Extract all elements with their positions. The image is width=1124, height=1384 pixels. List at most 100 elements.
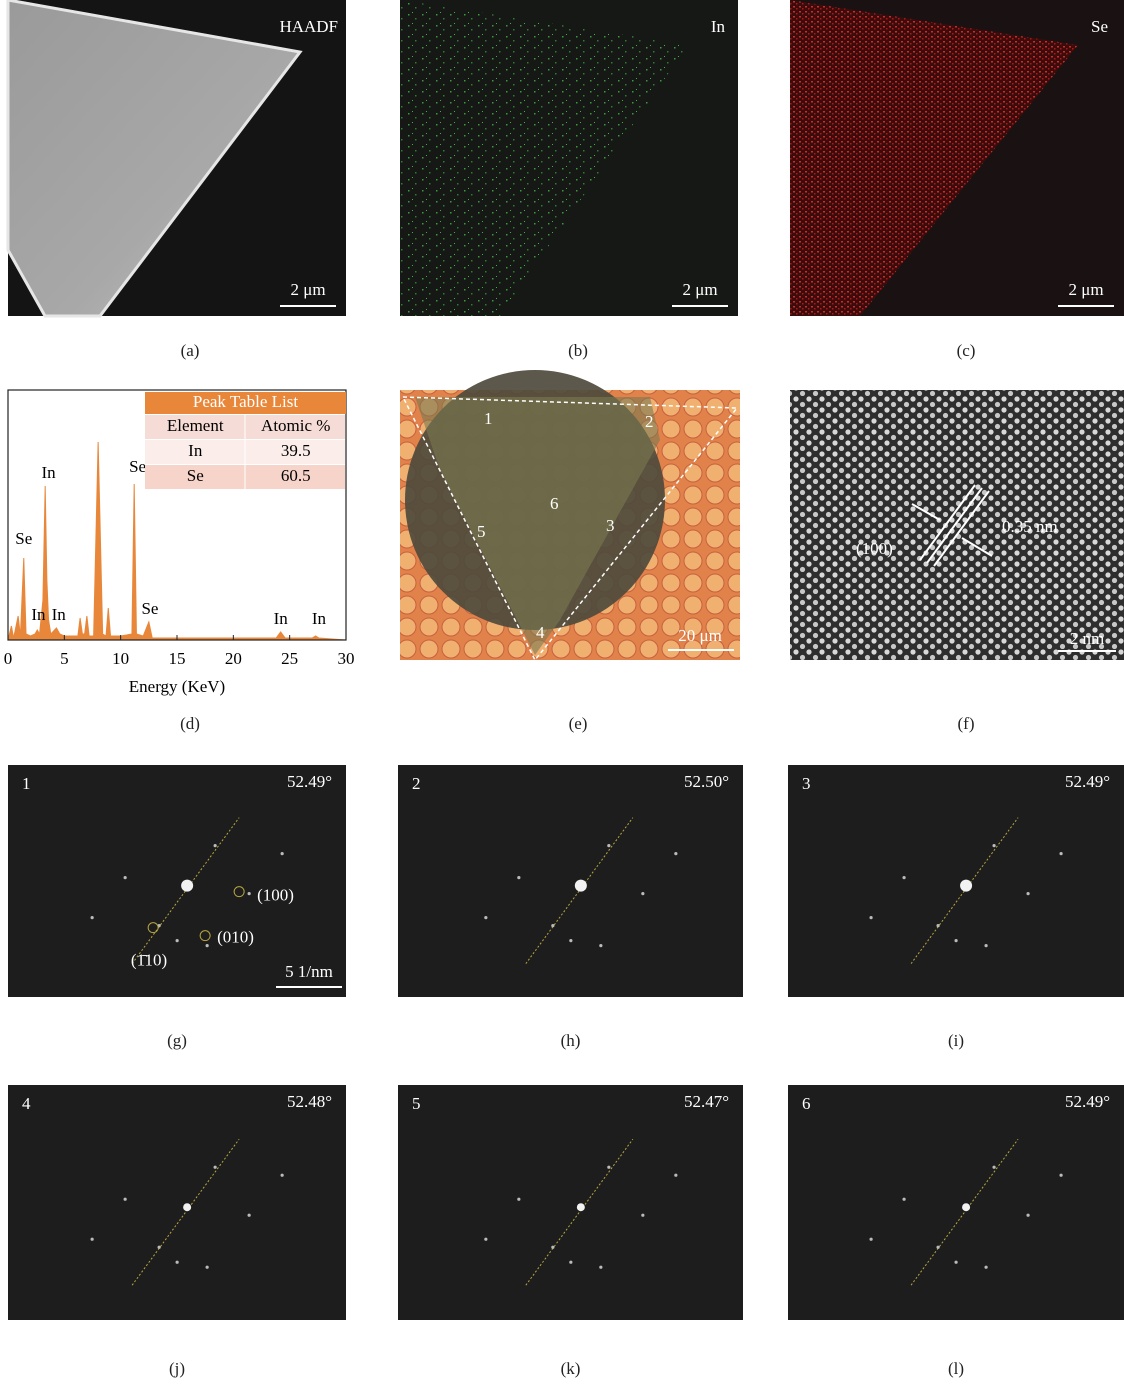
area-number: 2	[412, 774, 421, 793]
caption: (a)	[181, 341, 200, 360]
diffraction-spot	[599, 944, 602, 947]
scale-label: 2 nm	[1070, 629, 1104, 648]
tilt-angle: 52.47°	[684, 1092, 729, 1111]
diffraction-spot	[551, 924, 554, 927]
area-number: 4	[22, 1094, 31, 1113]
diffraction-spot	[1059, 1174, 1062, 1177]
point-label: 3	[606, 516, 615, 535]
peak-label: In	[52, 605, 67, 624]
diffraction-spot	[641, 1214, 644, 1217]
diffraction-spot	[214, 844, 217, 847]
central-spot	[181, 880, 193, 892]
diffraction-spot	[176, 939, 179, 942]
peak-label: In	[274, 609, 289, 628]
diffraction-spot	[954, 939, 957, 942]
central-spot	[575, 880, 587, 892]
peak-label: Se	[129, 457, 146, 476]
diffraction-spot	[599, 1266, 602, 1269]
diffraction-spot	[869, 1238, 872, 1241]
diffraction-spot	[551, 1246, 554, 1249]
tilt-angle: 52.49°	[1065, 772, 1110, 791]
area-number: 5	[412, 1094, 421, 1113]
diffraction-spot	[206, 944, 209, 947]
table-title: Peak Table List	[193, 392, 298, 411]
x-tick-label: 5	[60, 649, 69, 668]
diffraction-spot	[206, 1266, 209, 1269]
scale-label: 2 μm	[1068, 280, 1103, 299]
central-spot	[577, 1203, 585, 1211]
diffraction-spot	[91, 1238, 94, 1241]
panel-label: In	[711, 17, 726, 36]
area-number: 6	[802, 1094, 811, 1113]
diffraction-spot	[1026, 1214, 1029, 1217]
table-header-cell: Element	[167, 416, 224, 435]
figure: HAADF 2 μm (a) In 2 μm (b) Se 2 μm (c) (…	[0, 0, 1124, 1384]
x-tick-label: 20	[225, 649, 242, 668]
diffraction-spot	[517, 876, 520, 879]
diffraction-spot	[902, 876, 905, 879]
table-header-cell: Atomic %	[261, 416, 330, 435]
diffraction-spot	[992, 844, 995, 847]
table-row-cell: In	[188, 441, 203, 460]
scale-label: 2 μm	[682, 280, 717, 299]
diffraction-spot	[984, 1266, 987, 1269]
tilt-angle: 52.48°	[287, 1092, 332, 1111]
diffraction-spot	[124, 1198, 127, 1201]
peak-label: Se	[141, 599, 158, 618]
point-label: 1	[484, 409, 493, 428]
diffraction-image	[788, 765, 1124, 997]
diffraction-spot	[248, 1214, 251, 1217]
x-tick-label: 15	[169, 649, 186, 668]
table-row-cell: 39.5	[281, 441, 311, 460]
caption: (c)	[957, 341, 976, 360]
point-label: 5	[477, 522, 486, 541]
diffraction-image	[8, 1085, 346, 1320]
caption: (k)	[561, 1359, 581, 1378]
x-tick-label: 0	[4, 649, 13, 668]
x-axis-label: Energy (KeV)	[129, 677, 225, 696]
diffraction-spot	[607, 844, 610, 847]
diffraction-image	[398, 765, 743, 997]
scale-label: 20 μm	[678, 626, 722, 645]
diffraction-spot	[484, 916, 487, 919]
diffraction-spot	[1059, 852, 1062, 855]
area-number: 3	[802, 774, 811, 793]
diffraction-spot	[936, 924, 939, 927]
scale-label: 5 1/nm	[285, 962, 333, 981]
tilt-angle: 52.49°	[287, 772, 332, 791]
peak-label: In	[31, 605, 46, 624]
diffraction-spot	[484, 1238, 487, 1241]
x-tick-label: 10	[112, 649, 129, 668]
diffraction-spot	[954, 1261, 957, 1264]
caption: (j)	[169, 1359, 185, 1378]
central-spot	[962, 1203, 970, 1211]
diffraction-image	[788, 1085, 1124, 1320]
peak-label: In	[41, 463, 56, 482]
point-label: 6	[550, 494, 559, 513]
central-spot	[183, 1203, 191, 1211]
diffraction-spot	[214, 1166, 217, 1169]
index-label: (1̄10)	[131, 951, 167, 970]
caption: (g)	[167, 1031, 187, 1050]
diffraction-spot	[248, 892, 251, 895]
caption: (b)	[568, 341, 588, 360]
diffraction-spot	[91, 916, 94, 919]
point-label: 2	[645, 412, 654, 431]
diffraction-spot	[607, 1166, 610, 1169]
diffraction-spot	[176, 1261, 179, 1264]
diffraction-spot	[569, 939, 572, 942]
peak-label: In	[312, 609, 327, 628]
point-label: 4	[536, 623, 545, 642]
plane-label: (100)	[856, 539, 893, 558]
area-number: 1	[22, 774, 31, 793]
index-label: (100)	[257, 886, 294, 905]
diffraction-spot	[158, 1246, 161, 1249]
index-label: (010)	[217, 928, 254, 947]
diffraction-spot	[641, 892, 644, 895]
caption: (f)	[958, 714, 975, 733]
diffraction-spot	[902, 1198, 905, 1201]
table-row-cell: Se	[187, 466, 204, 485]
table-row-cell: 60.5	[281, 466, 311, 485]
peak-label: Se	[15, 529, 32, 548]
hrtem-image	[790, 390, 1124, 660]
